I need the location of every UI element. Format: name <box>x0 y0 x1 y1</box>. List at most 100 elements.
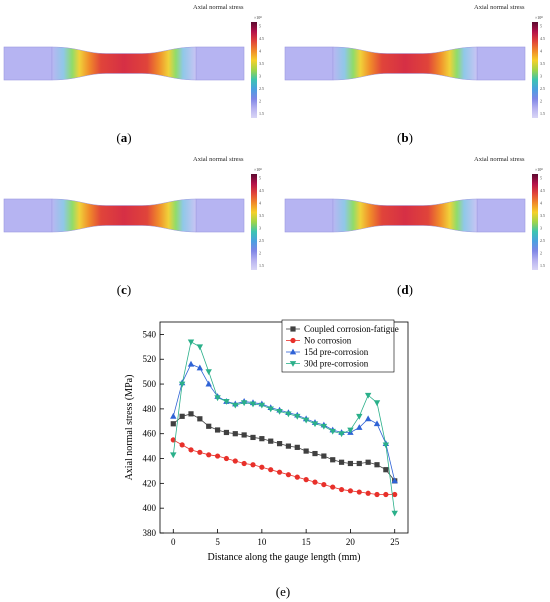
left-grip <box>284 198 334 233</box>
colorbar-tick: 2 <box>540 251 542 256</box>
data-point <box>276 441 283 447</box>
data-point <box>188 447 194 453</box>
legend-box <box>281 319 395 373</box>
panel-label: (c) <box>117 282 131 297</box>
left-grip <box>3 198 53 233</box>
colorbar-tick: 3 <box>259 226 261 231</box>
data-point <box>347 427 354 434</box>
data-point <box>312 479 318 485</box>
data-point <box>383 491 389 498</box>
data-point <box>294 444 300 450</box>
colorbar-tick: 4.5 <box>259 36 264 41</box>
data-point <box>205 369 212 376</box>
y-tick-label: 460 <box>143 429 157 439</box>
x-tick-label: 10 <box>257 537 267 547</box>
colorbar-tick: 2.5 <box>540 238 545 243</box>
colorbar-tick: 3.5 <box>540 213 545 218</box>
colorbar-tick: 4.5 <box>540 36 545 41</box>
data-point <box>179 413 185 419</box>
colorbar-tick: 4.5 <box>540 188 545 193</box>
series-1 <box>170 437 398 498</box>
colorbar-tick: 2 <box>259 99 261 104</box>
contour-title: Axial normal stress <box>474 156 525 163</box>
legend: Coupled corrosion-fatigue No corrosion15d… <box>281 319 399 373</box>
data-point <box>170 412 177 419</box>
contour-title: Axial normal stress <box>193 4 244 11</box>
series-line <box>173 439 395 495</box>
y-axis-label: Axial normal stress (MPa) <box>124 375 135 481</box>
data-point <box>290 337 296 344</box>
data-point <box>250 434 256 441</box>
data-point <box>356 460 362 467</box>
data-point <box>197 449 203 455</box>
right-grip <box>195 46 245 81</box>
colorbar <box>532 174 538 270</box>
legend-label: 15d pre-corrosion <box>304 347 369 357</box>
data-point <box>188 411 194 417</box>
legend-label: No corrosion <box>304 336 352 346</box>
data-point <box>320 423 328 430</box>
colorbar-tick: 2 <box>259 251 261 256</box>
data-point <box>285 472 292 478</box>
left-grip <box>284 46 334 81</box>
data-point <box>187 360 195 367</box>
colorbar-tick: 4 <box>540 201 542 206</box>
data-point <box>338 486 345 493</box>
scale-exponent: ×10⁸ <box>254 167 262 172</box>
contour-panel-c: Axial normal stress ×10⁸ 5 4.5 4 3.5 3 2.5 2 1.5 (… <box>0 152 275 302</box>
data-point <box>241 432 247 438</box>
data-point <box>338 431 345 438</box>
colorbar-tick: 4 <box>259 49 261 54</box>
colorbar-tick: 1.5 <box>540 111 545 116</box>
data-point <box>356 424 363 430</box>
colorbar-tick: 3 <box>259 74 261 79</box>
y-tick-label: 500 <box>143 379 157 389</box>
data-point <box>329 428 336 435</box>
colorbar-tick: 4 <box>540 49 542 54</box>
data-point <box>356 413 363 420</box>
colorbar-tick: 1.5 <box>259 263 264 268</box>
series-0 <box>170 411 398 484</box>
data-point <box>302 417 310 424</box>
y-tick-label: 440 <box>143 454 157 464</box>
colorbar-tick: 3 <box>540 226 542 231</box>
data-point <box>365 490 371 496</box>
data-point <box>330 484 336 490</box>
panel-label-e: (e) <box>276 584 290 599</box>
data-point <box>240 400 248 407</box>
colorbar <box>532 22 538 118</box>
colorbar <box>251 22 257 118</box>
data-point <box>214 427 221 433</box>
legend-label: Coupled corrosion-fatigue <box>304 324 399 334</box>
x-tick-label: 0 <box>171 537 176 547</box>
colorbar-tick: 5 <box>540 176 542 181</box>
x-tick-label: 15 <box>302 537 312 547</box>
data-point <box>289 348 297 355</box>
colorbar-tick: 4 <box>259 201 261 206</box>
data-point <box>276 408 283 415</box>
colorbar-tick: 5 <box>259 176 261 181</box>
data-point <box>285 443 292 449</box>
data-point <box>374 491 380 498</box>
data-point <box>223 455 230 462</box>
data-point <box>382 442 390 449</box>
x-tick-label: 25 <box>390 537 400 547</box>
data-point <box>232 458 238 464</box>
data-point <box>347 488 354 494</box>
data-point <box>321 453 327 459</box>
contour-panel-d: Axial normal stress ×10⁸ 5 4.5 4 3.5 3 2.5 2 1.5 (… <box>281 152 550 302</box>
data-point <box>276 469 283 475</box>
data-point <box>178 381 186 388</box>
data-point <box>170 452 177 459</box>
colorbar-tick: 2.5 <box>259 238 264 243</box>
x-tick-label: 20 <box>346 537 356 547</box>
scale-exponent: ×10⁸ <box>535 167 543 172</box>
data-point <box>223 429 230 436</box>
data-point <box>392 491 398 498</box>
data-point <box>294 474 300 480</box>
data-point <box>383 467 389 473</box>
data-point <box>303 477 309 483</box>
data-point <box>196 364 204 371</box>
colorbar-tick: 3.5 <box>259 213 264 218</box>
panel-label: (d) <box>397 282 413 297</box>
